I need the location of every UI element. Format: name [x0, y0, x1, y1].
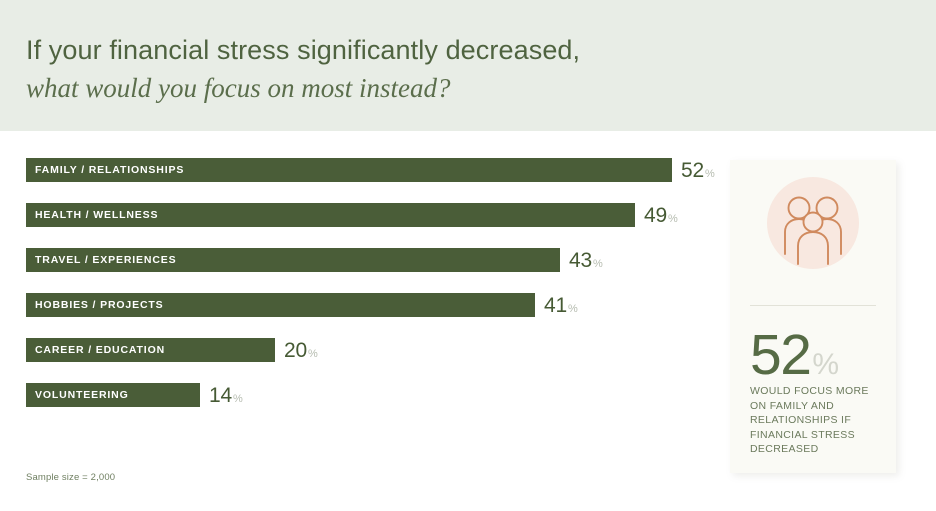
- bar-chart: FAMILY / RELATIONSHIPS 52% HEALTH / WELLNE…: [26, 158, 716, 428]
- bar-value-number: 20: [284, 338, 307, 362]
- bar-row[interactable]: FAMILY / RELATIONSHIPS 52%: [26, 158, 716, 182]
- bar-label: HEALTH / WELLNESS: [35, 209, 159, 221]
- bar-value: 43%: [569, 250, 603, 271]
- bar-value: 52%: [681, 160, 715, 181]
- card-divider: [750, 305, 876, 306]
- stat-value: 52 %: [750, 327, 839, 384]
- bar-value-percent: %: [567, 302, 578, 315]
- bar-row[interactable]: CAREER / EDUCATION 20%: [26, 338, 716, 362]
- family-group-icon: [784, 196, 842, 265]
- bar-value-number: 49: [644, 203, 667, 227]
- bar-label: FAMILY / RELATIONSHIPS: [35, 164, 185, 176]
- sample-size-footnote: Sample size = 2,000: [26, 472, 116, 483]
- bar[interactable]: CAREER / EDUCATION: [26, 338, 275, 362]
- bar-label: CAREER / EDUCATION: [35, 344, 166, 356]
- bar-value-percent: %: [592, 257, 603, 270]
- bar-value: 41%: [544, 295, 578, 316]
- bar[interactable]: FAMILY / RELATIONSHIPS: [26, 158, 672, 182]
- bar-row[interactable]: HEALTH / WELLNESS 49%: [26, 203, 716, 227]
- bar-value-number: 14: [209, 383, 232, 407]
- bar-value-number: 43: [569, 248, 592, 272]
- header-band: If your financial stress significantly d…: [0, 0, 936, 131]
- bar-label: VOLUNTEERING: [35, 389, 129, 401]
- bar-value-number: 41: [544, 293, 567, 317]
- bar-value-number: 52: [681, 158, 704, 182]
- bar[interactable]: HOBBIES / PROJECTS: [26, 293, 535, 317]
- highlight-stat-card: 52 % WOULD FOCUS MORE ON FAMILY AND RELA…: [730, 160, 896, 473]
- chart-area: FAMILY / RELATIONSHIPS 52% HEALTH / WELLNE…: [0, 131, 936, 511]
- bar-row[interactable]: VOLUNTEERING 14%: [26, 383, 716, 407]
- bar[interactable]: HEALTH / WELLNESS: [26, 203, 635, 227]
- bar[interactable]: TRAVEL / EXPERIENCES: [26, 248, 560, 272]
- bar-row[interactable]: TRAVEL / EXPERIENCES 43%: [26, 248, 716, 272]
- bar-value: 49%: [644, 205, 678, 226]
- stat-description: WOULD FOCUS MORE ON FAMILY AND RELATIONS…: [750, 385, 869, 455]
- bar-value-percent: %: [307, 347, 318, 360]
- bar[interactable]: VOLUNTEERING: [26, 383, 200, 407]
- bar-value: 20%: [284, 340, 318, 361]
- page-title-line-2: what would you focus on most instead?: [26, 73, 451, 103]
- bar-value-percent: %: [232, 392, 243, 405]
- bar-label: TRAVEL / EXPERIENCES: [35, 254, 177, 266]
- stat-number: 52: [750, 323, 812, 387]
- bar-value: 14%: [209, 385, 243, 406]
- bar-label: HOBBIES / PROJECTS: [35, 299, 164, 311]
- bar-row[interactable]: HOBBIES / PROJECTS 41%: [26, 293, 716, 317]
- page-title-line-1: If your financial stress significantly d…: [26, 35, 581, 65]
- stat-percent-symbol: %: [812, 348, 840, 381]
- icon-zone: [730, 160, 896, 286]
- bar-value-percent: %: [704, 167, 715, 180]
- bar-value-percent: %: [667, 212, 678, 225]
